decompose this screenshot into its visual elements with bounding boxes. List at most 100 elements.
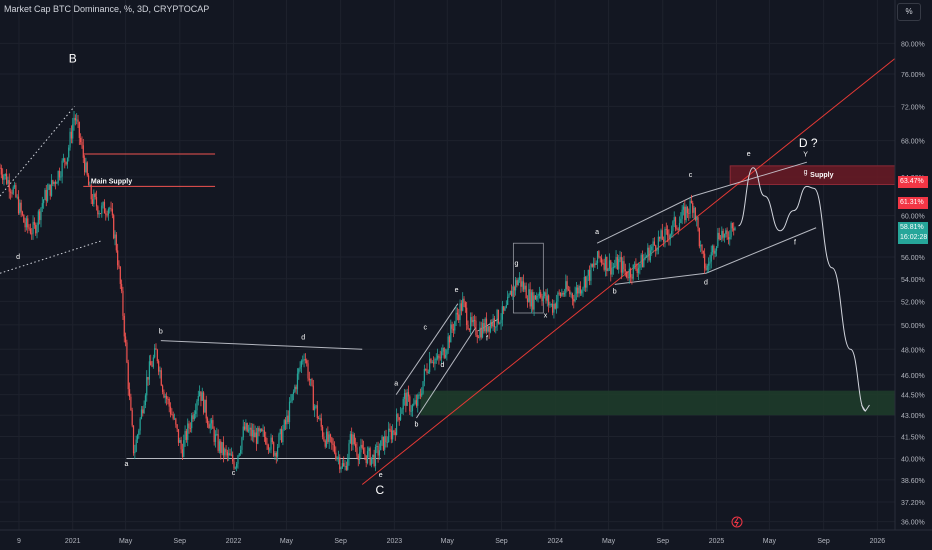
- candle-body: [698, 228, 700, 247]
- candle-body: [246, 423, 248, 432]
- candle-body: [730, 223, 732, 238]
- candle-body: [690, 200, 693, 204]
- y-tick-label: 54.00%: [901, 277, 925, 284]
- candle-body: [677, 229, 679, 230]
- candle-body: [545, 292, 547, 301]
- candle-body: [434, 358, 436, 364]
- candle-body: [311, 379, 313, 386]
- candle-body: [450, 324, 452, 343]
- candle-body: [629, 268, 632, 278]
- candle-body: [373, 454, 375, 466]
- wave-label: d: [16, 254, 20, 261]
- candle-body: [181, 449, 184, 457]
- candle-body: [259, 428, 262, 432]
- candle-body: [443, 347, 445, 358]
- candle-body: [113, 215, 115, 239]
- candle-body: [529, 289, 531, 307]
- candle-body: [66, 157, 69, 165]
- candle-body: [199, 391, 201, 396]
- candle-body: [477, 337, 480, 339]
- candle-body: [555, 301, 558, 309]
- candle-body: [347, 458, 349, 470]
- candle-body: [214, 434, 217, 442]
- candle-body: [352, 434, 354, 445]
- wave-label: Supply: [810, 172, 833, 179]
- candle-body: [220, 441, 222, 453]
- candle-body: [711, 245, 714, 253]
- candle-body: [81, 142, 83, 146]
- candle-body: [549, 304, 551, 306]
- candle-body: [4, 173, 6, 177]
- candle-body: [508, 294, 510, 297]
- candle-body: [218, 441, 221, 451]
- time-axis[interactable]: 9 2021 May Sep 2022 May Sep 2023 May Sep 2024 May Se…: [17, 538, 885, 545]
- candle-body: [216, 434, 218, 435]
- replay-icon[interactable]: [731, 516, 743, 528]
- candle-body: [372, 454, 374, 458]
- candle-body: [212, 420, 214, 429]
- pattern-line: [0, 106, 75, 197]
- x-tick-label: May: [763, 538, 777, 545]
- candle-body: [374, 446, 377, 466]
- candle-body: [427, 371, 429, 373]
- candle-body: [715, 246, 718, 251]
- candle-body: [222, 442, 225, 456]
- candle-body: [315, 405, 317, 407]
- wave-label: Y: [803, 152, 808, 159]
- candle-body: [90, 185, 92, 200]
- candle-body: [254, 432, 256, 438]
- last-price-badge: 58.81% 16:02:28: [898, 221, 928, 244]
- candle-body: [280, 429, 283, 443]
- candle-body: [111, 208, 113, 216]
- y-tick-label: 44.50%: [901, 393, 925, 400]
- pattern-line: [416, 326, 477, 419]
- candle-body: [171, 414, 173, 416]
- candle-body: [409, 396, 411, 412]
- candle-body: [483, 323, 485, 332]
- candle-body: [197, 395, 199, 401]
- candle-body: [48, 184, 50, 190]
- candle-body: [16, 196, 18, 198]
- candle-body: [495, 326, 497, 328]
- percent-scale-button[interactable]: %: [897, 3, 921, 21]
- candle-body: [364, 453, 366, 456]
- candle-body: [328, 434, 330, 442]
- candle-body: [19, 202, 21, 214]
- candle-body: [538, 292, 540, 296]
- candle-body: [485, 318, 488, 332]
- candle-body: [585, 277, 587, 288]
- candle-body: [77, 119, 79, 123]
- candle-body: [188, 423, 190, 428]
- candle-body: [541, 297, 543, 302]
- candle-body: [164, 395, 166, 398]
- candle-body: [74, 117, 76, 121]
- candle-body: [320, 418, 322, 427]
- candle-body: [126, 342, 128, 363]
- projected-path: [738, 167, 866, 412]
- candle-body: [570, 293, 572, 295]
- candle-body: [384, 436, 386, 450]
- candle-body: [271, 437, 273, 443]
- candle-body: [76, 119, 78, 121]
- candle-body: [448, 336, 451, 343]
- pattern-line: [596, 195, 694, 244]
- candle-body: [327, 431, 329, 442]
- candle-body: [25, 218, 28, 228]
- candle-body: [312, 385, 314, 411]
- candle-body: [284, 420, 287, 425]
- y-tick-label: 48.00%: [901, 347, 925, 354]
- candle-body: [325, 431, 328, 447]
- candle-body: [0, 167, 2, 175]
- candle-body: [533, 295, 535, 310]
- candle-body: [298, 368, 300, 374]
- candle-body: [290, 400, 292, 402]
- candle-body: [413, 403, 415, 406]
- candle-body: [537, 295, 539, 297]
- candle-body: [370, 457, 373, 465]
- candle-body: [410, 411, 412, 412]
- candle-body: [121, 283, 123, 291]
- candle-body: [596, 251, 599, 264]
- candle-body: [663, 239, 665, 242]
